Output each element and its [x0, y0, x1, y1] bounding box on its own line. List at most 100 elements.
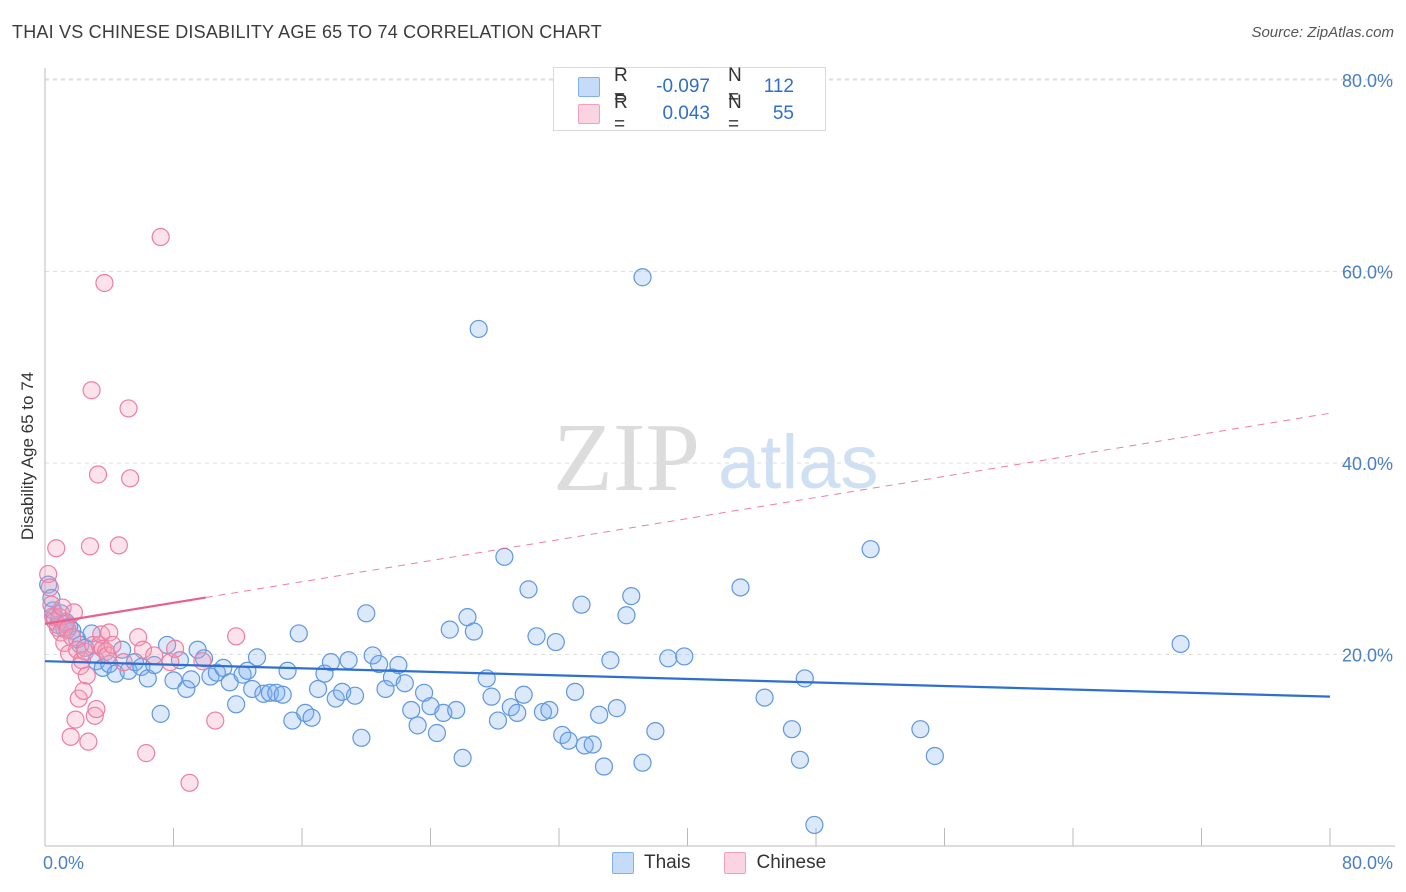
watermark: ZIP atlas [553, 404, 879, 512]
thais-swatch [578, 77, 600, 97]
chinese-point [227, 627, 246, 646]
thais-point [339, 651, 358, 670]
chart-title: THAI VS CHINESE DISABILITY AGE 65 TO 74 … [12, 22, 602, 42]
chinese-point [145, 646, 164, 665]
chinese-legend-label: Chinese [756, 852, 827, 873]
thais-point [243, 679, 262, 699]
thais-point [402, 700, 421, 720]
y-tick-label: 40.0% [1342, 454, 1393, 474]
thais-point [731, 578, 750, 597]
thais-point [273, 685, 292, 704]
legend-item-chinese[interactable]: Chinese [724, 852, 826, 874]
thais-point [861, 540, 880, 559]
thais-point [646, 721, 665, 741]
chinese-point [137, 744, 156, 763]
chinese-point [40, 578, 59, 597]
thais-point [533, 702, 553, 722]
watermark-atlas: atlas [718, 420, 879, 505]
y-tick-label: 20.0% [1342, 646, 1393, 666]
chinese-trend-line-solid [44, 596, 206, 625]
thais-point [395, 674, 414, 693]
chinese-point [82, 381, 101, 400]
axes [44, 68, 1395, 847]
legend-row-thais: R = -0.097 N = 112 [578, 65, 794, 108]
x-tick-label: 0.0% [43, 853, 84, 873]
legend-n-label: N = [728, 65, 742, 108]
thais-point [488, 711, 508, 730]
chinese-point [161, 653, 180, 672]
thais-point [326, 689, 345, 708]
thais-point [247, 648, 267, 667]
thais-trend-line [44, 660, 1331, 698]
legend-item-thais[interactable]: Thais [612, 852, 690, 874]
thais-point [177, 679, 196, 699]
chinese-point [151, 227, 170, 247]
thais-point [376, 679, 395, 699]
legend-r-label: R = [614, 65, 628, 108]
chinese-point [66, 710, 85, 729]
thais-point [607, 699, 626, 718]
chinese-swatch [578, 104, 600, 124]
thais-point [469, 319, 488, 339]
y-tick-label: 80.0% [1342, 71, 1393, 91]
series-legend: Thais Chinese [612, 852, 860, 874]
chinese-point [193, 652, 212, 671]
x-tick-labels: 0.0% 80.0% [43, 853, 1393, 873]
legend-r-value: -0.097 [656, 76, 710, 97]
x-tick-label: 80.0% [1342, 853, 1393, 873]
chinese-point [77, 666, 96, 685]
thais-point [1171, 634, 1190, 654]
thais-point [590, 705, 609, 724]
thais-point [633, 753, 652, 772]
thais-point [370, 654, 389, 674]
chinese-point [85, 706, 104, 725]
thais-point [164, 671, 183, 690]
thais-point [254, 684, 273, 703]
chinese-point [88, 465, 108, 484]
thais-point [482, 687, 501, 706]
thais-point [795, 669, 814, 688]
thais-point [427, 723, 447, 743]
thais-point [447, 700, 466, 720]
thais-point [227, 695, 246, 714]
chinese-point [74, 681, 93, 700]
thais-point [911, 720, 930, 739]
chinese-points [39, 227, 246, 792]
chinese-point [95, 273, 114, 293]
legend-n-label: N = [728, 92, 742, 135]
thais-point [601, 651, 620, 670]
chinese-trend-line-dashed [205, 412, 1331, 599]
thais-point [755, 688, 774, 707]
thais-point [540, 700, 559, 720]
source-label: Source: ZipAtlas.com [1251, 24, 1394, 41]
chinese-point [166, 639, 185, 658]
thais-point [453, 748, 472, 768]
thais-point [267, 683, 286, 702]
y-tick-labels: 20.0% 40.0% 60.0% 80.0% [1342, 71, 1393, 666]
thais-point [308, 679, 328, 699]
thais-legend-swatch [612, 852, 634, 874]
thais-point [194, 649, 214, 668]
thais-point [659, 649, 678, 668]
thais-point [514, 685, 533, 704]
thais-point [508, 703, 527, 723]
thais-point [289, 624, 308, 643]
thais-points [39, 268, 1190, 835]
thais-point [352, 728, 371, 747]
correlation-legend: R = -0.097 N = 112 R = 0.043 N = 55 [553, 65, 826, 135]
chinese-point [79, 732, 98, 751]
chinese-point [103, 635, 122, 655]
legend-row-chinese: R = 0.043 N = 55 [578, 92, 794, 135]
thais-point [565, 682, 585, 701]
legend-r-value: 0.043 [662, 103, 710, 124]
thais-point [622, 586, 641, 606]
thais-point [617, 606, 636, 625]
thais-point [782, 720, 802, 739]
chinese-point [119, 399, 138, 418]
thais-point [675, 647, 694, 666]
thais-legend-label: Thais [644, 852, 691, 873]
thais-point [464, 622, 483, 641]
chinese-point [61, 727, 80, 746]
thais-point [805, 815, 824, 835]
